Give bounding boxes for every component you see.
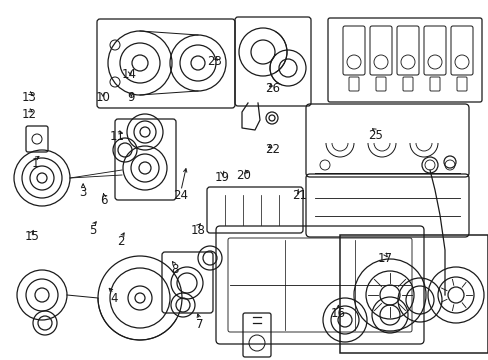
Text: 10: 10 [95, 91, 110, 104]
Text: 23: 23 [206, 55, 221, 68]
Text: 14: 14 [122, 68, 137, 81]
Text: 22: 22 [265, 143, 280, 156]
Text: 16: 16 [330, 307, 345, 320]
Text: 15: 15 [24, 230, 39, 243]
Text: 25: 25 [367, 129, 382, 141]
Text: 1: 1 [31, 157, 39, 170]
Bar [339, 235, 487, 353]
Text: 9: 9 [127, 91, 135, 104]
Text: 4: 4 [110, 292, 118, 305]
Text: 17: 17 [377, 252, 392, 265]
Text: 8: 8 [170, 263, 178, 276]
Text: 11: 11 [110, 130, 124, 143]
Text: 26: 26 [265, 82, 280, 95]
Text: 6: 6 [100, 194, 108, 207]
Text: 18: 18 [190, 224, 205, 237]
Text: 5: 5 [89, 224, 97, 237]
Text: 24: 24 [173, 189, 188, 202]
Text: 13: 13 [22, 91, 37, 104]
Text: 20: 20 [236, 169, 250, 182]
Text: 12: 12 [22, 108, 37, 121]
Text: 21: 21 [291, 189, 306, 202]
Text: 3: 3 [79, 186, 87, 199]
Text: 7: 7 [195, 318, 203, 330]
Text: 19: 19 [215, 171, 229, 184]
Text: 2: 2 [117, 235, 125, 248]
